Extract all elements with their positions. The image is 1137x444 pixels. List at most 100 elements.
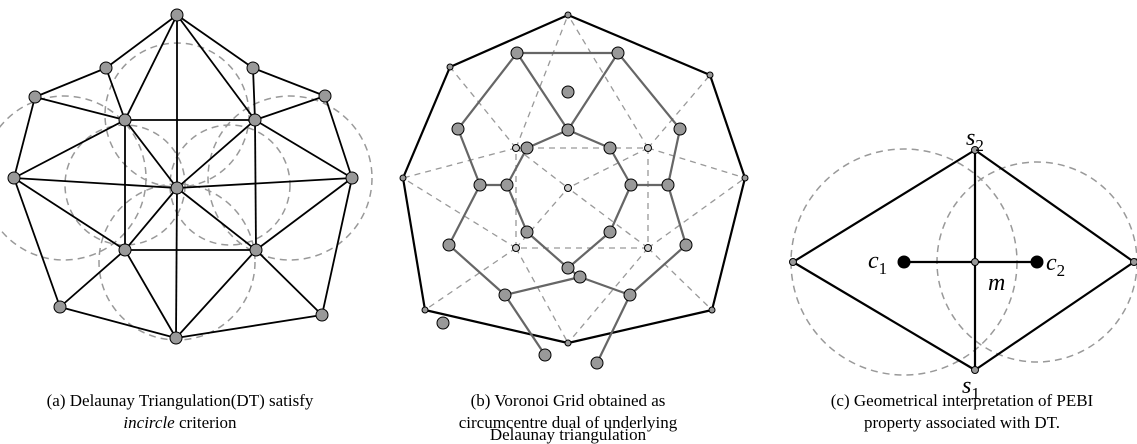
dashed-edge: [647, 177, 746, 249]
node: [500, 178, 514, 192]
node: [564, 11, 572, 19]
node: [53, 300, 67, 314]
node: [971, 146, 979, 154]
dashed-edge: [567, 147, 649, 189]
node: [520, 141, 534, 155]
node: [644, 244, 652, 252]
node: [706, 71, 714, 79]
edge: [124, 14, 178, 121]
edge: [176, 14, 254, 69]
edge: [792, 149, 976, 263]
edge: [13, 177, 61, 308]
node: [118, 113, 132, 127]
node: [246, 61, 260, 75]
edge: [448, 184, 481, 246]
label: c: [868, 248, 879, 274]
node: [169, 331, 183, 345]
node: [512, 244, 520, 252]
dashed-edge: [515, 187, 569, 249]
edge: [176, 177, 353, 189]
edge: [449, 13, 569, 69]
edge: [124, 119, 178, 189]
node: [345, 171, 359, 185]
node: [741, 174, 749, 182]
edge: [567, 308, 713, 345]
node: [603, 225, 617, 239]
voronoi-panel: [399, 11, 749, 370]
node: [564, 184, 572, 192]
node: [473, 178, 487, 192]
edge: [175, 187, 178, 339]
node: [538, 348, 552, 362]
node: [623, 288, 637, 302]
edge: [124, 249, 177, 339]
edge: [254, 119, 257, 251]
label-c1: c1: [868, 248, 887, 278]
edge: [710, 177, 747, 311]
node: [644, 144, 652, 152]
edge: [792, 261, 976, 371]
caption-rest: criterion: [175, 413, 237, 432]
edge: [448, 244, 506, 296]
edge: [175, 314, 323, 339]
node: [673, 122, 687, 136]
node: [399, 174, 407, 182]
edge: [254, 95, 326, 121]
subscript: 2: [1057, 261, 1066, 280]
caption-a-2: incircle criterion: [123, 413, 237, 432]
edge: [526, 231, 569, 269]
node: [99, 61, 113, 75]
node: [573, 270, 587, 284]
delaunay-panel: [0, 8, 373, 345]
caption-c: property associated with DT.: [864, 413, 1060, 432]
label: s: [966, 125, 975, 151]
edge: [13, 177, 178, 189]
node: [708, 306, 716, 314]
edge: [176, 119, 256, 189]
dashed-edge: [567, 187, 649, 249]
circumcircle: [0, 95, 147, 261]
edge: [567, 128, 611, 150]
edge: [324, 95, 353, 179]
node: [520, 225, 534, 239]
node: [971, 258, 979, 266]
node: [451, 122, 465, 136]
edge: [567, 52, 619, 131]
dashed-edge: [567, 247, 649, 344]
node: [1030, 255, 1044, 269]
circumcircle: [207, 95, 373, 261]
edge: [504, 275, 581, 297]
edge: [666, 128, 682, 186]
node: [1130, 258, 1137, 266]
node: [118, 243, 132, 257]
node: [971, 366, 979, 374]
edge: [457, 52, 518, 130]
edge: [401, 177, 427, 311]
edge: [59, 249, 126, 308]
dashed-edge: [402, 177, 517, 249]
edge: [13, 119, 126, 179]
edge: [974, 261, 1135, 371]
subscript: 2: [975, 136, 984, 155]
caption-b: Delaunay triangulation: [490, 425, 647, 444]
caption-a: (a) Delaunay Triangulation(DT) satisfy: [47, 391, 314, 410]
label-m: m: [988, 270, 1005, 296]
caption-b: circumcentre dual of underlying: [459, 413, 678, 432]
node: [603, 141, 617, 155]
edge: [974, 149, 1135, 263]
edge: [666, 184, 688, 246]
label-s1: s1: [962, 373, 980, 403]
node: [661, 178, 675, 192]
subscript: 1: [879, 259, 888, 278]
edge: [579, 275, 631, 297]
node: [170, 8, 184, 22]
edge: [567, 13, 711, 77]
edge: [608, 184, 633, 233]
node: [28, 90, 42, 104]
node: [590, 356, 604, 370]
node: [498, 288, 512, 302]
node: [442, 238, 456, 252]
edge: [105, 67, 126, 121]
caption-c: (c) Geometrical interpretation of PEBI: [831, 391, 1094, 410]
